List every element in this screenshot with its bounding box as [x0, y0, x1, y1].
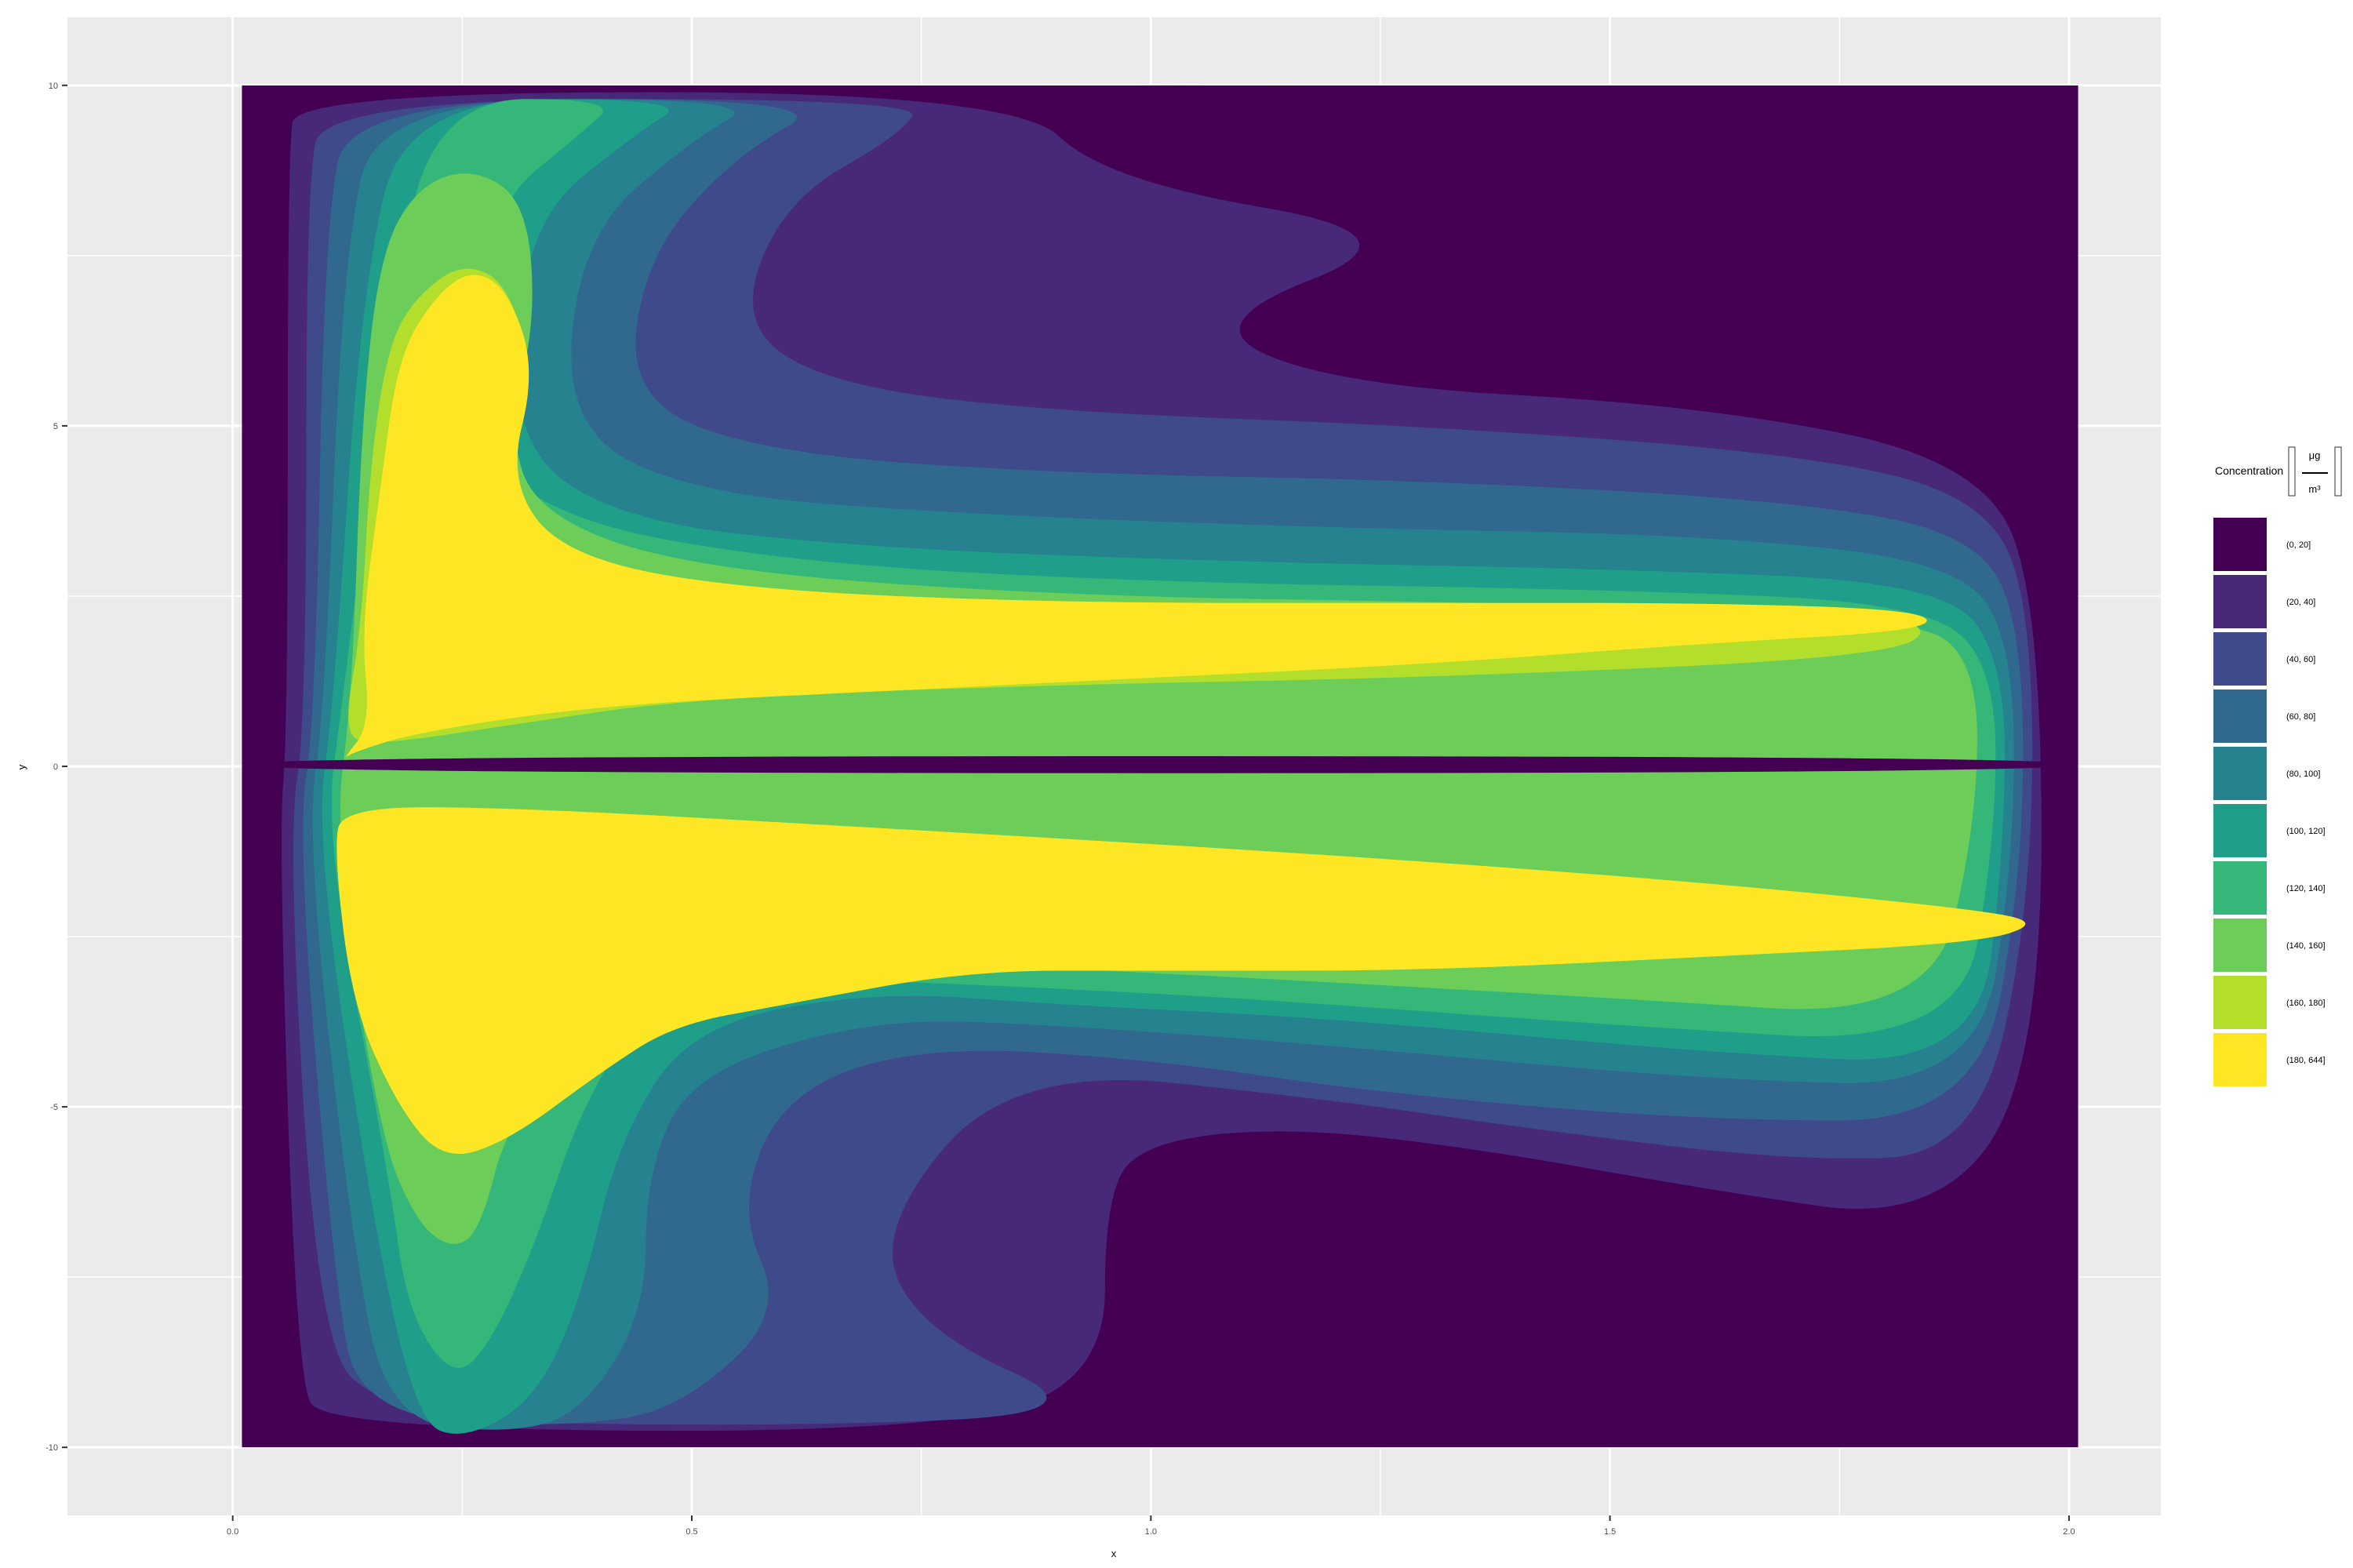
legend-key-label: (60, 80]	[2286, 712, 2315, 722]
contour-band-level-10	[336, 807, 2026, 1155]
legend-key-swatch	[2213, 919, 2267, 972]
legend-unit: μg m³	[2288, 446, 2342, 497]
legend-key-swatch	[2213, 575, 2267, 628]
legend-key-label: (140, 160]	[2286, 941, 2326, 951]
legend-key-label: (160, 180]	[2286, 999, 2326, 1008]
contour-bands	[242, 85, 2078, 1448]
y-tick-label: -10	[45, 1443, 58, 1453]
legend-key-label: (100, 120]	[2286, 827, 2326, 836]
contour-band-level-1	[242, 756, 2078, 773]
x-tick-label: 1.0	[1145, 1527, 1157, 1537]
legend-key-label: (20, 40]	[2286, 598, 2315, 607]
legend-title: Concentration	[2215, 464, 2283, 477]
y-tick-label: 10	[49, 82, 58, 91]
legend-unit-numerator: μg	[2309, 449, 2321, 461]
legend-key-swatch	[2213, 861, 2267, 915]
x-tick-label: 0.5	[686, 1527, 697, 1537]
x-tick-label: 2.0	[2063, 1527, 2075, 1537]
legend-key-swatch	[2213, 804, 2267, 857]
legend-unit-bracket-left	[2288, 446, 2296, 497]
x-tick-label: 0.0	[227, 1527, 238, 1537]
y-tick-label: -5	[50, 1103, 58, 1112]
legend-key-swatch	[2213, 1033, 2267, 1086]
y-tick-label: 5	[53, 422, 58, 431]
y-tick-label: 0	[53, 762, 58, 772]
x-tick-label: 1.5	[1604, 1527, 1616, 1537]
legend-key-label: (180, 644]	[2286, 1056, 2326, 1065]
legend-key-label: (80, 100]	[2286, 769, 2320, 779]
legend-key-label: (120, 140]	[2286, 884, 2326, 893]
legend-key-swatch	[2213, 632, 2267, 686]
legend-key-swatch	[2213, 518, 2267, 571]
x-axis: 0.0 0.5 1.0 1.5 2.0	[227, 1515, 2075, 1537]
contour-band-level-10	[346, 275, 1927, 757]
y-axis: -10 -5 0 5 10	[45, 82, 67, 1453]
legend-key-swatch	[2213, 689, 2267, 743]
x-axis-title: x	[1111, 1548, 1117, 1559]
y-axis-title: y	[16, 764, 27, 769]
contour-band-level-8	[340, 173, 1977, 1244]
legend-key-swatch	[2213, 747, 2267, 800]
legend-unit-denominator: m³	[2308, 483, 2321, 495]
legend-keys: (0, 20] (20, 40] (40, 60] (60, 80] (80, 100]…	[2213, 518, 2326, 1086]
legend-key-label: (40, 60]	[2286, 655, 2315, 664]
legend-unit-bracket-right	[2334, 446, 2342, 497]
legend-key-swatch	[2213, 976, 2267, 1029]
legend-key-label: (0, 20]	[2286, 540, 2311, 550]
legend: Concentration μg m³ (0, 20] (20, 40] (40, …	[2213, 446, 2342, 1086]
